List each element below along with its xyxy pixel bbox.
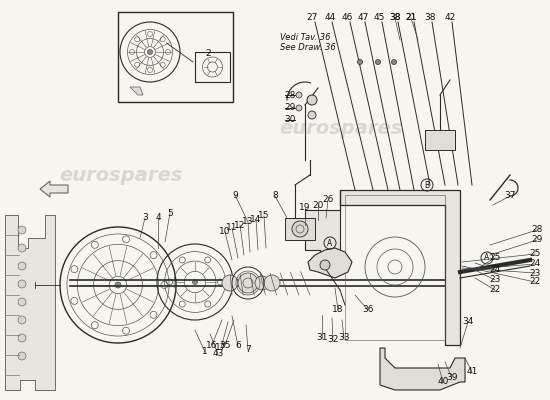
Text: 17: 17: [215, 344, 227, 352]
Text: 34: 34: [463, 318, 474, 326]
Circle shape: [18, 244, 26, 252]
Circle shape: [307, 95, 317, 105]
Circle shape: [296, 92, 302, 98]
Polygon shape: [340, 190, 460, 345]
Text: 21: 21: [405, 14, 417, 22]
Circle shape: [292, 221, 308, 237]
Polygon shape: [5, 215, 55, 390]
Text: 23: 23: [490, 276, 500, 284]
Text: 25: 25: [529, 250, 541, 258]
Text: 22: 22: [529, 278, 541, 286]
Text: 16: 16: [206, 340, 218, 350]
Text: 42: 42: [444, 14, 455, 22]
Text: 21: 21: [405, 14, 417, 22]
Text: 32: 32: [327, 336, 339, 344]
Text: 15: 15: [258, 212, 270, 220]
Text: 28: 28: [284, 90, 295, 100]
Text: 27: 27: [306, 14, 318, 22]
Text: 26: 26: [322, 196, 334, 204]
Text: A: A: [327, 238, 333, 248]
Bar: [345, 195, 445, 340]
Circle shape: [18, 316, 26, 324]
Text: 4: 4: [155, 214, 161, 222]
Text: 38: 38: [389, 14, 401, 22]
Circle shape: [255, 276, 269, 290]
Polygon shape: [40, 181, 68, 197]
Text: 8: 8: [272, 192, 278, 200]
Text: 1: 1: [202, 348, 208, 356]
Text: 47: 47: [358, 14, 368, 22]
Text: 13: 13: [242, 218, 254, 226]
Circle shape: [18, 298, 26, 306]
Circle shape: [358, 60, 362, 64]
Text: 9: 9: [232, 190, 238, 200]
Text: A: A: [485, 254, 490, 262]
Text: 24: 24: [529, 260, 541, 268]
Circle shape: [18, 226, 26, 234]
Text: 12: 12: [234, 220, 246, 230]
Circle shape: [296, 105, 302, 111]
Polygon shape: [380, 348, 465, 390]
Text: 38: 38: [424, 14, 436, 22]
Text: 46: 46: [342, 14, 353, 22]
Bar: [195, 52, 230, 82]
Text: 35: 35: [219, 340, 231, 350]
Bar: [425, 130, 455, 150]
Text: 22: 22: [490, 286, 500, 294]
Circle shape: [192, 280, 197, 284]
Text: 28: 28: [531, 226, 543, 234]
Circle shape: [18, 334, 26, 342]
Polygon shape: [308, 248, 352, 278]
Circle shape: [308, 111, 316, 119]
Text: 6: 6: [235, 342, 241, 350]
Text: 5: 5: [167, 208, 173, 218]
Text: 40: 40: [437, 378, 449, 386]
Circle shape: [320, 260, 330, 270]
Text: 18: 18: [332, 306, 344, 314]
Text: 39: 39: [446, 374, 458, 382]
Text: 33: 33: [338, 334, 350, 342]
Circle shape: [147, 50, 152, 54]
Polygon shape: [130, 87, 143, 95]
Circle shape: [18, 280, 26, 288]
Text: 20: 20: [312, 200, 324, 210]
Circle shape: [222, 275, 238, 291]
Circle shape: [376, 60, 381, 64]
Text: 43: 43: [212, 350, 224, 358]
Text: 25: 25: [490, 254, 500, 262]
Text: 11: 11: [226, 224, 238, 232]
Text: 24: 24: [490, 266, 500, 274]
Text: 10: 10: [219, 228, 231, 236]
Bar: [118, 12, 233, 102]
Circle shape: [115, 282, 121, 288]
Text: 41: 41: [466, 368, 478, 376]
Circle shape: [18, 352, 26, 360]
Text: 19: 19: [299, 204, 311, 212]
Circle shape: [238, 273, 258, 293]
Text: eurospares: eurospares: [279, 118, 403, 138]
Circle shape: [18, 262, 26, 270]
Text: 2: 2: [206, 48, 211, 58]
Text: 3: 3: [142, 214, 148, 222]
Text: 29: 29: [284, 104, 295, 112]
Text: 7: 7: [245, 346, 251, 354]
Text: 45: 45: [373, 14, 384, 22]
Text: 38: 38: [389, 14, 401, 22]
Circle shape: [392, 60, 397, 64]
Text: See Draw. 36: See Draw. 36: [280, 44, 336, 52]
Text: 36: 36: [362, 306, 374, 314]
Text: 44: 44: [324, 14, 336, 22]
Text: 31: 31: [316, 334, 328, 342]
Text: Vedi Tav. 36: Vedi Tav. 36: [280, 34, 331, 42]
Text: 29: 29: [531, 236, 543, 244]
Text: B: B: [425, 180, 430, 190]
Polygon shape: [305, 190, 340, 270]
Text: 37: 37: [504, 192, 516, 200]
Text: 14: 14: [250, 214, 262, 224]
Bar: [285, 218, 315, 240]
Text: 23: 23: [529, 268, 541, 278]
Circle shape: [264, 275, 280, 291]
Text: eurospares: eurospares: [59, 166, 183, 186]
Text: 30: 30: [284, 116, 295, 124]
